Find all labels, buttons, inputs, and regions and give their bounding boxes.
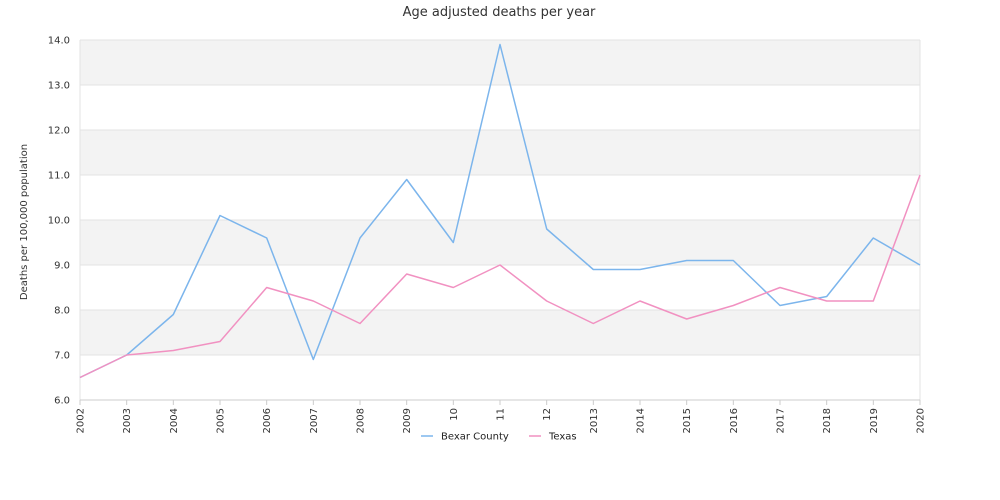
series-line-bexar-county: [79, 43, 921, 379]
x-tick-label: 2002: [76, 408, 87, 433]
series-layer: [79, 43, 921, 379]
grid-band: [80, 130, 920, 175]
x-tick-label: 2019: [869, 408, 880, 433]
x-tick-label: 2020: [916, 408, 927, 433]
legend: Bexar County Texas: [421, 432, 577, 443]
series-line-texas: [79, 174, 921, 379]
x-tick-label: 2015: [682, 408, 693, 433]
y-tick-label: 6.0: [54, 396, 70, 407]
x-tick-label: 2016: [729, 408, 740, 433]
x-axis-ticks: 2002 2003 2004 2005 2006 2007 2008 2009 10 11 12 20…: [76, 400, 927, 433]
x-tick-label: 2008: [356, 408, 367, 433]
x-tick-label: 2014: [636, 408, 647, 433]
y-tick-label: 14.0: [48, 36, 70, 47]
y-tick-label: 9.0: [54, 261, 70, 272]
y-tick-label: 12.0: [48, 126, 70, 137]
x-tick-label: 2004: [169, 408, 180, 433]
y-tick-label: 8.0: [54, 306, 70, 317]
grid-band: [80, 355, 920, 400]
y-tick-label: 13.0: [48, 81, 70, 92]
x-tick-label: 2009: [402, 408, 413, 433]
grid-band: [80, 175, 920, 220]
x-tick-label: 2007: [309, 408, 320, 433]
x-tick-label: 10: [449, 408, 460, 421]
y-tick-label: 11.0: [48, 171, 70, 182]
x-tick-label: 2018: [822, 408, 833, 433]
x-tick-label: 11: [496, 408, 507, 421]
legend-label-bexar-county: Bexar County: [441, 432, 509, 443]
x-tick-label: 2006: [262, 408, 273, 433]
x-tick-label: 2005: [216, 408, 227, 433]
plot-background: [80, 40, 920, 400]
y-axis-label: Deaths per 100,000 population: [19, 144, 30, 300]
y-axis-ticks: 6.0 7.0 8.0 9.0 10.0 11.0 12.0 13.0 14.0: [48, 36, 70, 407]
y-tick-label: 7.0: [54, 351, 70, 362]
x-tick-label: 12: [542, 408, 553, 421]
legend-label-texas: Texas: [548, 432, 577, 443]
x-tick-label: 2003: [122, 408, 133, 433]
grid-band: [80, 220, 920, 265]
x-tick-label: 2017: [776, 408, 787, 433]
grid-band: [80, 85, 920, 130]
chart-title: Age adjusted deaths per year: [403, 5, 596, 20]
x-tick-label: 2013: [589, 408, 600, 433]
y-tick-label: 10.0: [48, 216, 70, 227]
grid-band: [80, 310, 920, 355]
